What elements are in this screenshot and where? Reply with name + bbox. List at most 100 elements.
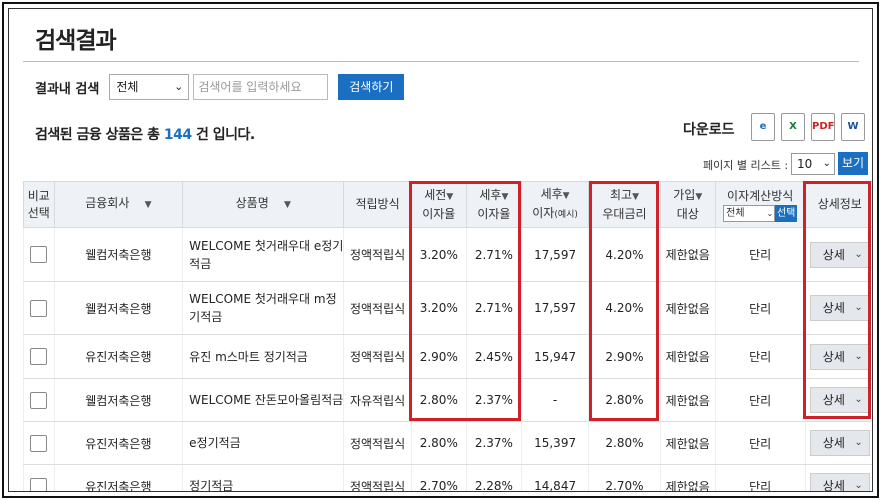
- method-cell: 정액적립식: [343, 464, 412, 491]
- post-tax-rate: 2.37%: [465, 378, 522, 422]
- compare-checkbox[interactable]: [30, 477, 48, 491]
- sort-icon[interactable]: ▼: [632, 191, 639, 202]
- word-icon[interactable]: W: [841, 113, 865, 141]
- calc-cell: 단리: [714, 227, 806, 282]
- post-tax-interest: -: [520, 378, 590, 422]
- chevron-down-icon: ⌄: [822, 158, 831, 169]
- compare-checkbox[interactable]: [30, 391, 48, 409]
- sort-icon[interactable]: ▼: [695, 191, 703, 202]
- header-company[interactable]: 금융회사 ▼: [53, 181, 184, 228]
- search-scope-select[interactable]: 전체 ⌄: [109, 74, 190, 100]
- detail-button[interactable]: 상세 ⌄: [809, 430, 870, 456]
- compare-cell: [23, 421, 55, 465]
- search-button[interactable]: 검색하기: [338, 74, 405, 100]
- detail-button[interactable]: 상세 ⌄: [809, 473, 870, 491]
- compare-cell: [23, 281, 55, 335]
- excel-icon[interactable]: X: [781, 113, 805, 141]
- compare-cell: [23, 464, 55, 491]
- header-method: 적립방식: [343, 181, 412, 228]
- pre-tax-rate: 3.20%: [410, 281, 467, 335]
- compare-cell: [23, 378, 55, 422]
- method-cell: 정액적립식: [343, 421, 412, 465]
- sort-icon[interactable]: ▼: [284, 200, 291, 210]
- max-rate: 2.80%: [588, 421, 661, 465]
- sort-icon[interactable]: ▼: [562, 190, 570, 201]
- pre-tax-rate: 2.80%: [410, 378, 467, 422]
- header-post-tax[interactable]: 세후▼ 이자율: [465, 181, 522, 228]
- search-input[interactable]: 검색어를 입력하세요: [193, 74, 329, 100]
- detail-cell: 상세 ⌄: [804, 227, 872, 282]
- target-cell: 제한없음: [659, 334, 716, 379]
- detail-cell: 상세 ⌄: [804, 378, 872, 422]
- max-rate: 2.90%: [588, 334, 661, 379]
- product-name[interactable]: 유진 m스마트 정기적금: [182, 334, 345, 379]
- detail-button[interactable]: 상세 ⌄: [809, 295, 870, 321]
- pre-tax-rate: 2.70%: [410, 464, 467, 491]
- company-cell: 웰컴저축은행: [53, 227, 184, 282]
- chevron-down-icon: ⌄: [854, 480, 863, 491]
- header-target[interactable]: 가입▼ 대상: [659, 181, 716, 228]
- calc-cell: 단리: [714, 334, 806, 379]
- header-max-rate[interactable]: 최고▼ 우대금리: [588, 181, 661, 228]
- compare-checkbox[interactable]: [30, 434, 48, 452]
- sort-icon[interactable]: ▼: [144, 200, 152, 210]
- company-cell: 유진저축은행: [53, 421, 184, 465]
- header-post-interest[interactable]: 세후▼ 이자(예시): [520, 181, 590, 228]
- product-name[interactable]: 정기적금: [182, 464, 345, 491]
- table-header-row: 비교 선택 금융회사 ▼ 상품명 ▼ 적립방식 세전▼ 이자율 세후▼ 이자율 세후▼…: [23, 181, 872, 228]
- calc-cell: 단리: [714, 464, 806, 491]
- calc-method-select[interactable]: 전체 ⌄: [723, 204, 776, 222]
- result-summary: 검색된 금융 상품은 총 144 건 입니다.: [35, 124, 255, 144]
- calc-select-button[interactable]: 선택: [775, 204, 798, 222]
- sort-icon[interactable]: ▼: [501, 191, 509, 202]
- detail-cell: 상세 ⌄: [804, 334, 872, 379]
- compare-checkbox[interactable]: [30, 246, 48, 263]
- compare-cell: [23, 227, 55, 282]
- max-rate: 4.20%: [588, 281, 661, 335]
- perpage-value: 10: [797, 157, 813, 171]
- max-rate: 2.70%: [588, 464, 661, 491]
- post-tax-interest: 14,847: [520, 464, 590, 491]
- header-product[interactable]: 상품명 ▼: [182, 181, 345, 228]
- pdf-icon[interactable]: PDF: [811, 113, 835, 141]
- search-row: 결과내 검색 전체 ⌄ 검색어를 입력하세요 검색하기: [35, 74, 405, 100]
- detail-button[interactable]: 상세 ⌄: [809, 241, 870, 268]
- target-cell: 제한없음: [659, 227, 716, 282]
- detail-button[interactable]: 상세 ⌄: [809, 343, 870, 370]
- sort-icon[interactable]: ▼: [446, 191, 454, 202]
- compare-checkbox[interactable]: [30, 299, 48, 317]
- header-compare: 비교 선택: [23, 181, 55, 228]
- view-button[interactable]: 보기: [838, 152, 868, 175]
- ie-icon[interactable]: e: [751, 113, 775, 141]
- post-tax-interest: 17,597: [520, 281, 590, 335]
- search-label: 결과내 검색: [35, 81, 100, 97]
- table-row: 유진저축은행 e정기적금 정액적립식 2.80% 2.37% 15,397 2.80% 제한없…: [23, 421, 872, 465]
- chevron-down-icon: ⌄: [854, 302, 863, 313]
- post-tax-rate: 2.37%: [465, 421, 522, 465]
- download-label: 다운로드: [683, 122, 735, 138]
- compare-checkbox[interactable]: [30, 348, 48, 365]
- inner-frame: 검색결과 결과내 검색 전체 ⌄ 검색어를 입력하세요 검색하기 검색된 금융 …: [8, 8, 873, 492]
- post-tax-interest: 15,397: [520, 421, 590, 465]
- calc-cell: 단리: [714, 421, 806, 465]
- detail-cell: 상세 ⌄: [804, 421, 872, 465]
- company-cell: 유진저축은행: [53, 334, 184, 379]
- perpage-select[interactable]: 10 ⌄: [791, 153, 835, 175]
- product-name[interactable]: WELCOME 잔돈모아올림적금: [182, 378, 345, 422]
- detail-button[interactable]: 상세 ⌄: [809, 387, 870, 413]
- chevron-down-icon: ⌄: [854, 437, 863, 448]
- product-name[interactable]: WELCOME 첫거래우대 m정기적금: [182, 281, 345, 335]
- post-tax-interest: 17,597: [520, 227, 590, 282]
- post-tax-interest: 15,947: [520, 334, 590, 379]
- product-name[interactable]: WELCOME 첫거래우대 e정기적금: [182, 227, 345, 282]
- detail-cell: 상세 ⌄: [804, 464, 872, 491]
- post-tax-rate: 2.71%: [465, 227, 522, 282]
- page-title: 검색결과: [35, 28, 117, 54]
- header-pre-tax[interactable]: 세전▼ 이자율: [410, 181, 467, 228]
- post-tax-rate: 2.28%: [465, 464, 522, 491]
- pre-tax-rate: 3.20%: [410, 227, 467, 282]
- table-row: 웰컴저축은행 WELCOME 첫거래우대 e정기적금 정액적립식 3.20% 2.71%…: [23, 227, 872, 282]
- product-name[interactable]: e정기적금: [182, 421, 345, 465]
- page: 검색결과 결과내 검색 전체 ⌄ 검색어를 입력하세요 검색하기 검색된 금융 …: [23, 9, 872, 491]
